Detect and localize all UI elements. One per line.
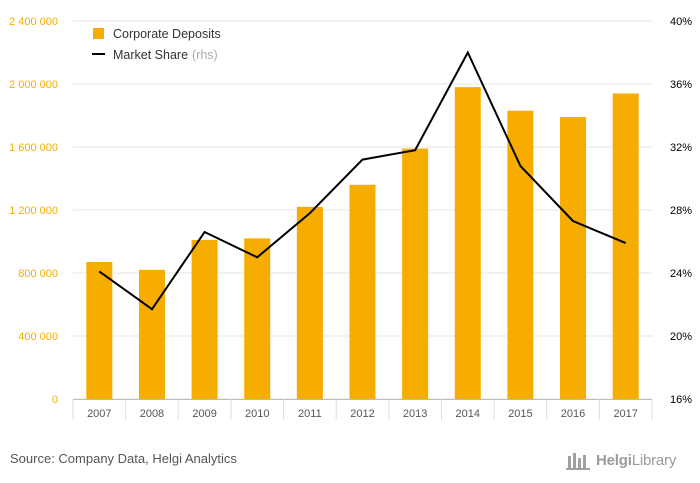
y-right-tick-label: 40% xyxy=(670,16,692,28)
bar-2008 xyxy=(138,269,165,399)
bar-2017 xyxy=(612,93,639,399)
chart: 0 400 000 800 000 1 200 000 1 600 000 2 000 0… xyxy=(9,16,692,420)
bar-2012 xyxy=(349,184,376,399)
y-left-tick-label: 1 600 000 xyxy=(9,142,58,154)
y-right-tick-label: 28% xyxy=(670,205,692,217)
y-left-tick-label: 2 000 000 xyxy=(9,79,58,91)
y-right-tick-label: 32% xyxy=(670,142,692,154)
x-tick-label: 2015 xyxy=(508,408,532,420)
axes: 0 400 000 800 000 1 200 000 1 600 000 2 000 0… xyxy=(9,16,692,420)
x-tick-label: 2008 xyxy=(140,408,164,420)
x-tick-label: 2012 xyxy=(350,408,374,420)
x-tick-label: 2014 xyxy=(456,408,480,420)
y-left-tick-label: 0 xyxy=(52,394,58,406)
helgi-library-logo: HelgiLibrary xyxy=(566,448,694,472)
legend-line-suffix: (rhs) xyxy=(192,48,218,62)
bar-2015 xyxy=(507,110,534,400)
x-tick-label: 2017 xyxy=(613,408,637,420)
y-left-tick-label: 800 000 xyxy=(18,268,58,280)
x-tick-label: 2011 xyxy=(298,408,322,420)
legend-bar-label: Corporate Deposits xyxy=(113,27,221,41)
y-right-tick-label: 20% xyxy=(670,331,692,343)
x-tick-label: 2009 xyxy=(192,408,216,420)
y-right-tick-label: 36% xyxy=(670,79,692,91)
bar-2013 xyxy=(402,148,429,399)
logo-text: HelgiLibrary xyxy=(596,452,676,469)
x-tick-label: 2010 xyxy=(245,408,269,420)
bar-2011 xyxy=(296,206,323,399)
legend: Corporate Deposits Market Share (rhs) xyxy=(92,27,221,62)
helgi-library-logo-icon xyxy=(566,453,590,470)
x-tick-label: 2013 xyxy=(403,408,427,420)
line-series xyxy=(98,50,627,311)
logo-bold-text: Helgi xyxy=(596,451,632,469)
y-left-tick-label: 2 400 000 xyxy=(9,16,58,28)
bar-2014 xyxy=(454,87,481,400)
logo-regular-text: Library xyxy=(631,451,677,469)
y-left-tick-label: 1 200 000 xyxy=(9,205,58,217)
y-left-tick-label: 400 000 xyxy=(18,331,58,343)
x-tick-label: 2016 xyxy=(561,408,585,420)
legend-line-label: Market Share xyxy=(113,48,188,62)
bar-2007 xyxy=(86,261,113,399)
legend-bar-swatch xyxy=(93,28,104,39)
source-note: Source: Company Data, Helgi Analytics xyxy=(10,451,237,466)
legend-line-text: Market Share (rhs) xyxy=(113,48,218,62)
y-right-tick-label: 16% xyxy=(670,394,692,406)
y-right-tick-label: 24% xyxy=(670,268,692,280)
x-tick-label: 2007 xyxy=(87,408,111,420)
bar-2009 xyxy=(191,239,218,399)
bar-2016 xyxy=(560,117,587,399)
bar-series xyxy=(86,87,639,400)
bar-2010 xyxy=(244,238,271,399)
